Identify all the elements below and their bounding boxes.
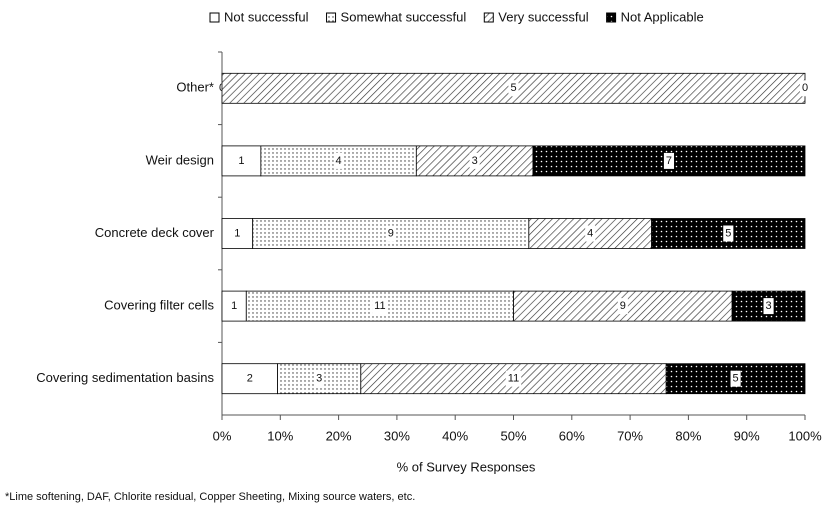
- data-label-bg: [505, 370, 522, 387]
- x-tick-label: 0%: [213, 428, 232, 443]
- y-tick-label: Covering filter cells: [104, 298, 214, 313]
- data-label: 1: [231, 300, 237, 312]
- data-label: 3: [472, 155, 478, 167]
- y-tick-label: Concrete deck cover: [95, 225, 215, 240]
- legend-swatch: [326, 12, 337, 23]
- data-label-bg: [333, 152, 344, 169]
- data-label: 11: [374, 300, 385, 312]
- data-label-bg: [469, 152, 480, 169]
- data-label-bg: [236, 152, 247, 169]
- legend-label: Somewhat successful: [341, 9, 467, 24]
- data-label: 5: [725, 227, 731, 239]
- x-tick-label: 90%: [734, 428, 760, 443]
- data-label: 3: [766, 300, 772, 312]
- data-label-bg: [372, 298, 388, 315]
- legend-label: Not successful: [224, 9, 309, 24]
- data-label: 3: [316, 373, 322, 385]
- legend-swatch: [606, 12, 617, 23]
- legend-swatch: [209, 12, 220, 23]
- data-label-bg: [232, 225, 243, 242]
- x-axis-title: % of Survey Responses: [397, 459, 536, 474]
- data-label-bg: [663, 152, 675, 169]
- data-label-bg: [314, 370, 325, 387]
- data-label-bg: [385, 225, 396, 242]
- data-label: 1: [238, 155, 244, 167]
- data-label: 7: [666, 155, 672, 167]
- data-label: 9: [620, 300, 626, 312]
- x-tick-label: 70%: [617, 428, 643, 443]
- x-tick-label: 30%: [384, 428, 410, 443]
- legend-label: Not Applicable: [621, 9, 704, 24]
- data-label: 2: [247, 373, 253, 385]
- data-label: 11: [508, 373, 519, 385]
- data-label-bg: [229, 298, 240, 315]
- y-tick-label: Other*: [176, 80, 214, 95]
- data-label: 0: [802, 82, 808, 94]
- x-tick-label: 10%: [267, 428, 293, 443]
- data-label-bg: [730, 370, 741, 387]
- legend-label: Very successful: [498, 9, 588, 24]
- x-tick-label: 100%: [788, 428, 822, 443]
- x-tick-label: 60%: [559, 428, 585, 443]
- data-label-bg: [763, 298, 774, 315]
- data-label: 9: [388, 227, 394, 239]
- data-label-bg: [244, 370, 255, 387]
- data-label-bg: [508, 80, 519, 97]
- x-tick-label: 80%: [675, 428, 701, 443]
- x-tick-label: 20%: [326, 428, 352, 443]
- data-label-bg: [723, 225, 734, 242]
- data-label: 4: [587, 227, 593, 239]
- y-tick-label: Covering sedimentation basins: [36, 370, 214, 385]
- data-label: 1: [234, 227, 240, 239]
- data-label: 4: [336, 155, 342, 167]
- bar-segment: [221, 145, 262, 177]
- legend-swatch: [483, 12, 494, 23]
- data-label-bg: [617, 298, 628, 315]
- data-label: 5: [510, 82, 516, 94]
- data-label-bg: [585, 225, 596, 242]
- data-label-bg: [799, 80, 811, 97]
- y-tick-label: Weir design: [146, 152, 214, 167]
- x-tick-label: 50%: [500, 428, 526, 443]
- footnote: *Lime softening, DAF, Chlorite residual,…: [5, 491, 415, 503]
- x-tick-label: 40%: [442, 428, 468, 443]
- data-label: 5: [733, 373, 739, 385]
